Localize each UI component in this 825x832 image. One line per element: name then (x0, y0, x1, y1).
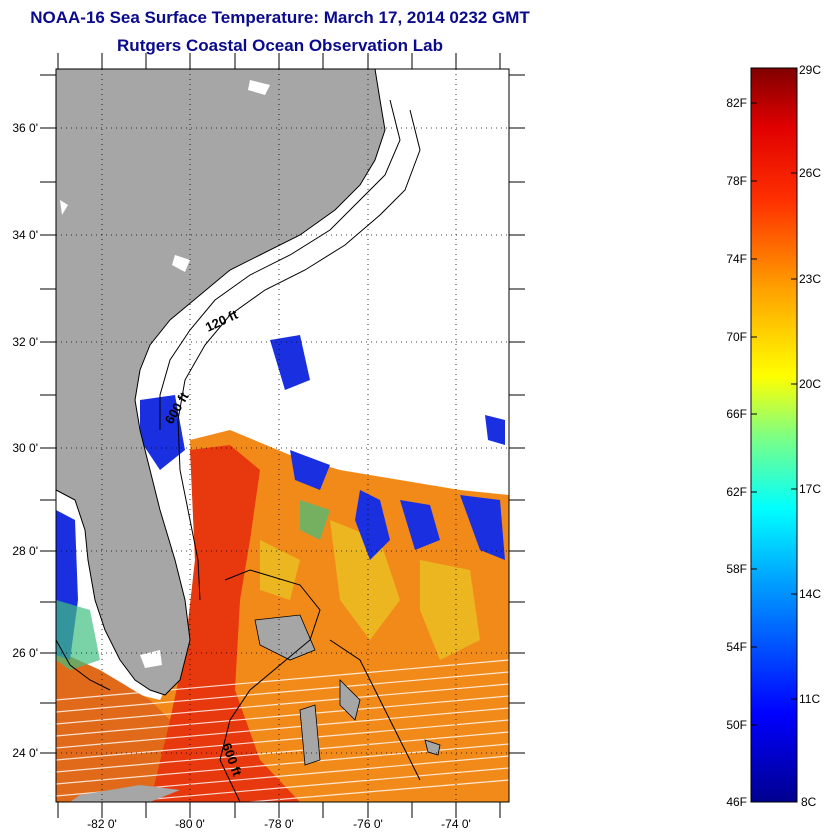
lat-label-28: 28 0' (12, 544, 38, 558)
colorbar-f-62: 62F (726, 485, 747, 499)
colorbar-gradient (750, 67, 798, 803)
scan-line-stripes (56, 659, 509, 802)
colorbar-f-82: 82F (726, 96, 747, 110)
map-ticks (40, 53, 525, 818)
colorbar-f-58: 58F (726, 562, 747, 576)
colorbar-c-26: 26C (799, 166, 821, 180)
colorbar-f-74: 74F (726, 252, 747, 266)
colorbar-f-54: 54F (726, 640, 747, 654)
lon-label-78: -78 0' (264, 817, 294, 831)
colorbar-c-8: 8C (801, 795, 817, 809)
graticule (56, 69, 509, 802)
contour-600ft (177, 109, 421, 601)
lon-label-80: -80 0' (175, 817, 205, 831)
colorbar-f-70: 70F (726, 330, 747, 344)
map-subtitle: Rutgers Coastal Ocean Observation Lab (117, 36, 443, 55)
colorbar-c-23: 23C (799, 272, 821, 286)
lon-label-74: -74 0' (441, 817, 471, 831)
lat-label-32: 32 0' (12, 335, 38, 349)
sst-green-patches (56, 500, 330, 670)
lat-label-26: 26 0' (12, 646, 38, 660)
contour-120ft (159, 99, 401, 430)
colorbar-c-29: 29C (799, 63, 821, 77)
colorbar-f-66: 66F (726, 407, 747, 421)
lat-label-24: 24 0' (12, 746, 38, 760)
sst-warm-field (56, 430, 509, 802)
colorbar-f-50: 50F (726, 718, 747, 732)
bahamas-land (254, 614, 441, 766)
sst-cold-patches (56, 335, 505, 660)
map-area: 120 ft 600 ft 600 ft (56, 69, 509, 802)
map-title: NOAA-16 Sea Surface Temperature: March 1… (30, 8, 530, 27)
lat-label-36: 36 0' (12, 121, 38, 135)
colorbar-c-17: 17C (799, 482, 821, 496)
florida-keys-land (70, 785, 180, 802)
map-frame (55, 68, 510, 803)
colorbar-f-46: 46F (726, 795, 747, 809)
temperature-colorbar: 82F 78F 74F 70F 66F 62F 58F 54F 50F 46F … (726, 63, 821, 809)
us-southeast-land (56, 69, 386, 696)
colorbar-ticks (751, 102, 797, 726)
lat-label-34: 34 0' (12, 228, 38, 242)
colorbar-f-78: 78F (726, 174, 747, 188)
colorbar-c-20: 20C (799, 377, 821, 391)
colorbar-c-14: 14C (799, 587, 821, 601)
colorbar-c-11: 11C (799, 692, 820, 706)
lon-label-82: -82 0' (87, 817, 117, 831)
lat-label-30: 30 0' (12, 441, 38, 455)
sst-yellow-patches (260, 520, 480, 660)
lon-label-76: -76 0' (353, 817, 383, 831)
